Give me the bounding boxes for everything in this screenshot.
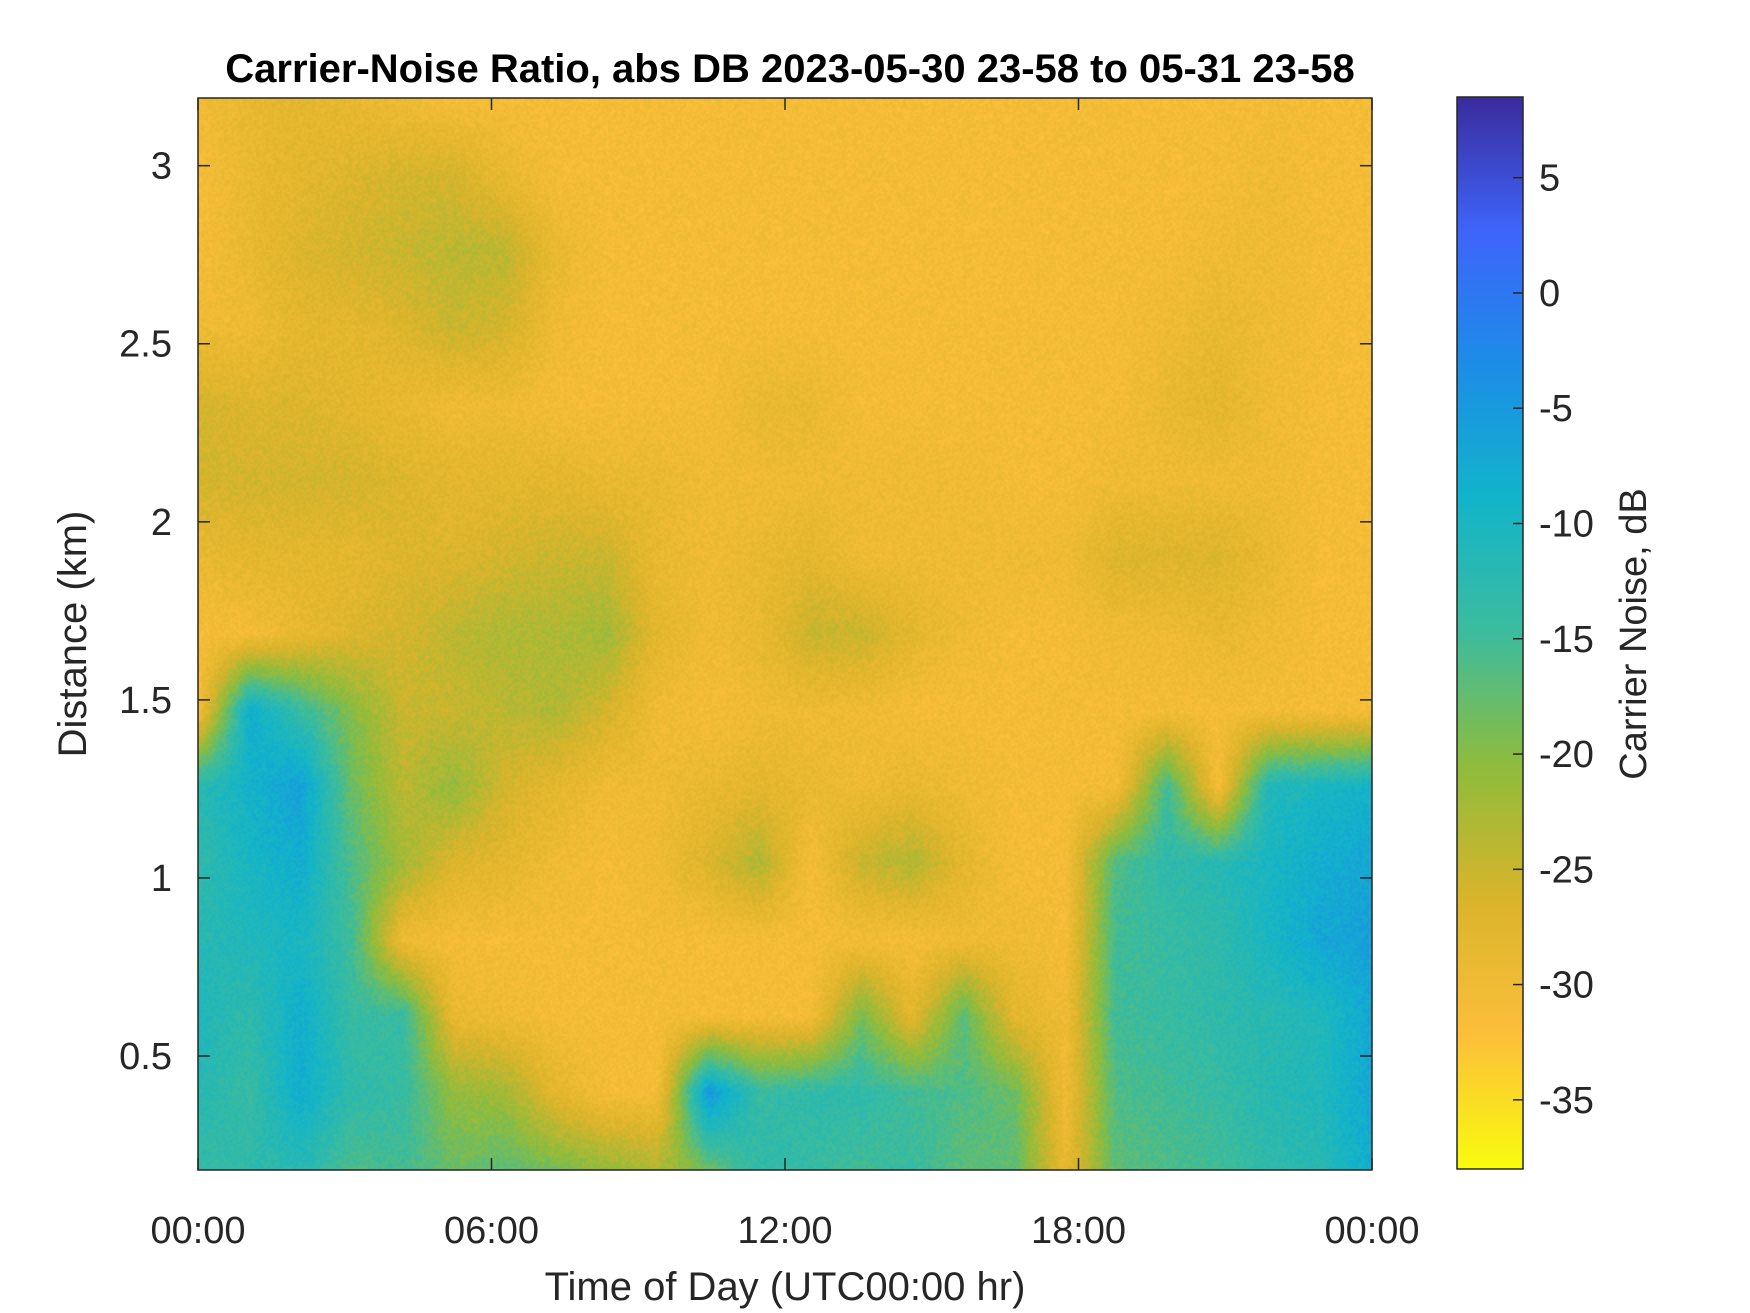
y-axis-label: Distance (km): [51, 511, 95, 758]
y-tick-label: 2.5: [119, 324, 172, 366]
colorbar-tick-label: -30: [1539, 965, 1594, 1007]
colorbar-ticks: 5 0 -5 -10 -15 -20 -25 -30 -35: [1513, 158, 1594, 1122]
colorbar-tick-label: -5: [1539, 388, 1573, 430]
colorbar-gradient: [1457, 97, 1523, 1169]
x-tick-label: 00:00: [1324, 1210, 1419, 1252]
y-tick-label: 1.5: [119, 680, 172, 722]
colorbar-label: Carrier Noise, dB: [1613, 488, 1655, 779]
colorbar-tick-label: 0: [1539, 273, 1560, 315]
colorbar-tick-label: -10: [1539, 503, 1594, 545]
x-axis-label: Time of Day (UTC00:00 hr): [545, 1265, 1026, 1309]
colorbar-tick-label: -35: [1539, 1080, 1594, 1122]
colorbar-tick-label: -15: [1539, 619, 1594, 661]
x-tick-label: 18:00: [1031, 1210, 1126, 1252]
colorbar-tick-label: -20: [1539, 734, 1594, 776]
colorbar-frame: [1456, 96, 1524, 1170]
x-tick-label: 06:00: [444, 1210, 539, 1252]
plot-area: [198, 98, 1372, 1170]
y-tick-label: 0.5: [119, 1036, 172, 1078]
x-axis: 00:00 06:00 12:00 18:00 00:00: [150, 98, 1420, 1252]
y-axis: 0.5 1 1.5 2 2.5 3: [119, 146, 1372, 1078]
y-tick-label: 3: [151, 146, 172, 188]
y-tick-label: 2: [151, 502, 172, 544]
x-tick-label: 12:00: [737, 1210, 832, 1252]
y-tick-label: 1: [151, 858, 172, 900]
x-tick-label: 00:00: [150, 1210, 245, 1252]
colorbar-tick-label: 5: [1539, 158, 1560, 200]
heatmap-image: [198, 98, 1372, 1170]
colorbar: 5 0 -5 -10 -15 -20 -25 -30 -35: [1456, 96, 1594, 1170]
colorbar-tick-label: -25: [1539, 849, 1594, 891]
chart-title: Carrier-Noise Ratio, abs DB 2023-05-30 2…: [225, 47, 1354, 91]
